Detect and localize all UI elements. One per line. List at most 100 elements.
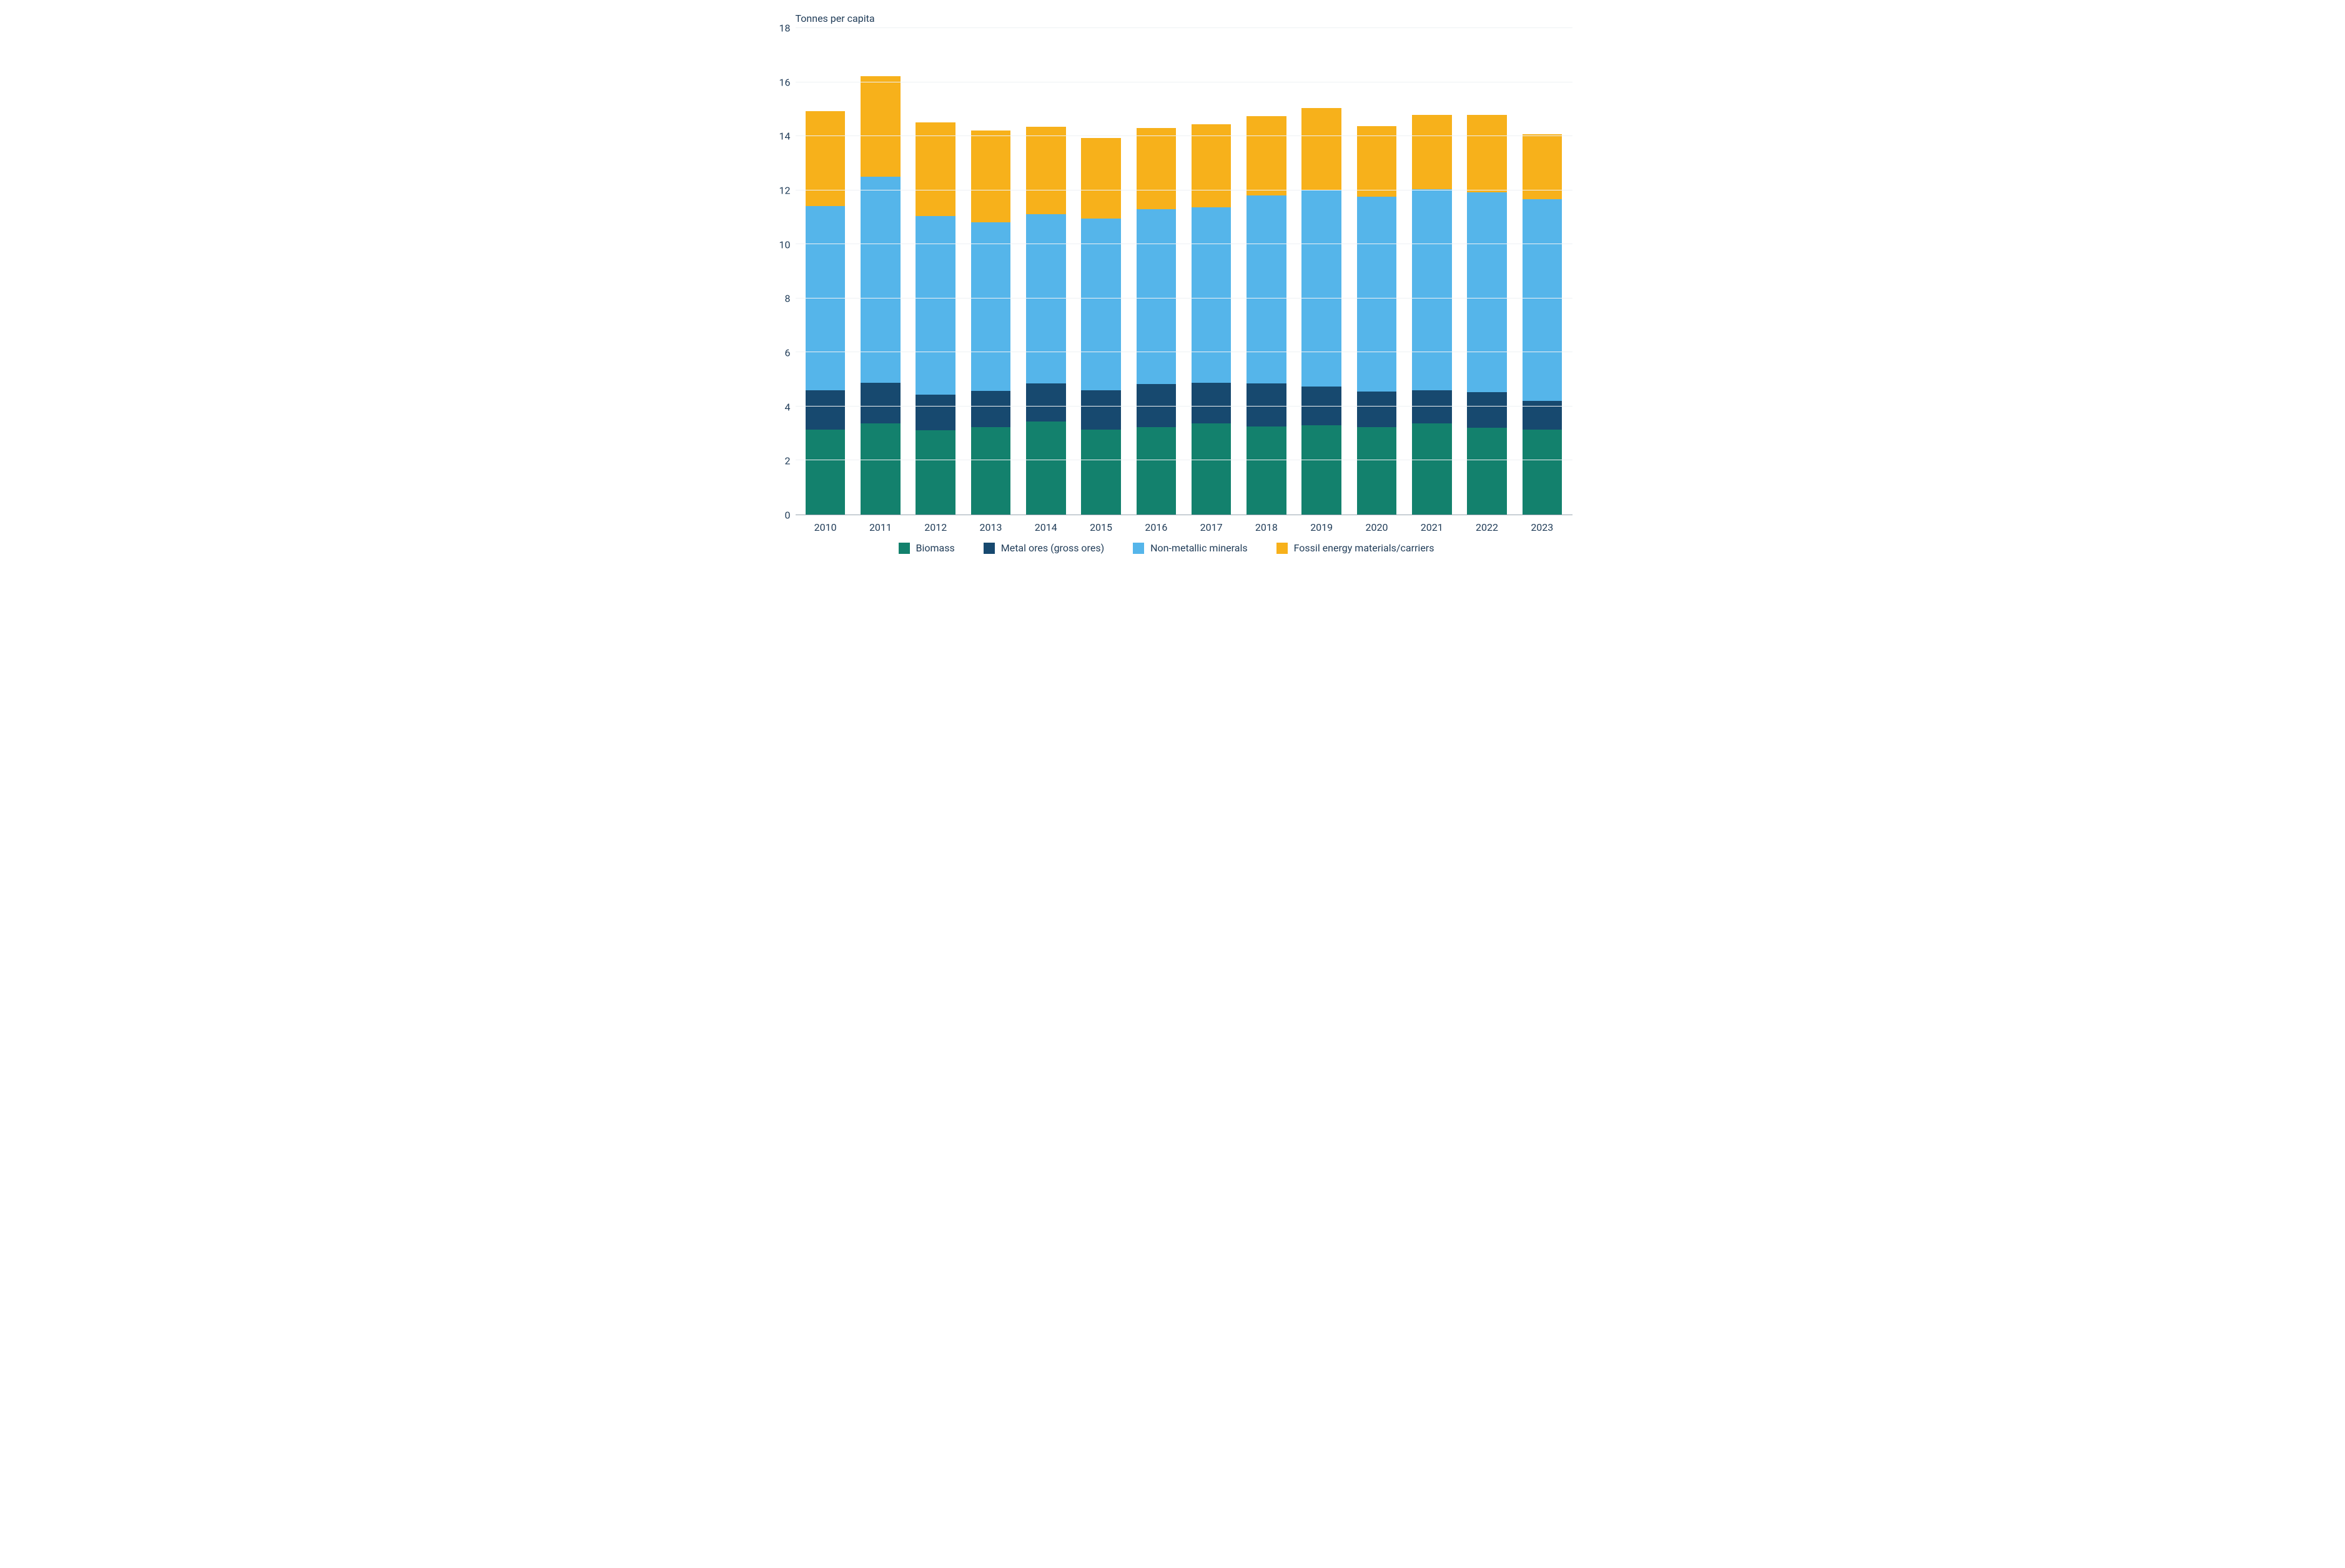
bar-segment-fossil — [1467, 115, 1507, 192]
bar-segment-non_metallic — [971, 222, 1011, 391]
bar-segment-metal_ores — [916, 395, 955, 430]
bar — [1357, 126, 1397, 515]
grid-line — [796, 406, 1572, 407]
x-tick-label: 2011 — [853, 521, 908, 533]
bar-segment-fossil — [916, 122, 955, 216]
x-tick-label: 2023 — [1514, 521, 1569, 533]
bar — [916, 122, 955, 515]
x-axis: 2010201120122013201420152016201720182019… — [796, 515, 1572, 533]
bar-segment-biomass — [1192, 423, 1232, 515]
bar-segment-metal_ores — [1467, 392, 1507, 428]
bar-segment-fossil — [1357, 126, 1397, 197]
legend-item-non_metallic: Non-metallic minerals — [1133, 542, 1247, 554]
bar-column — [1128, 28, 1183, 515]
x-tick-label: 2013 — [963, 521, 1018, 533]
bar-column — [1294, 28, 1349, 515]
bar-segment-biomass — [1026, 422, 1066, 515]
bar-segment-fossil — [806, 111, 846, 206]
bar-segment-fossil — [971, 131, 1011, 222]
bar-segment-metal_ores — [1523, 401, 1563, 430]
plot-row: 024681012141618 — [761, 28, 1572, 515]
bar-segment-metal_ores — [1247, 383, 1286, 426]
legend-swatch — [899, 543, 910, 554]
bar-column — [1074, 28, 1128, 515]
legend-label: Non-metallic minerals — [1150, 542, 1247, 554]
y-axis: 024681012141618 — [761, 28, 796, 515]
y-tick-label: 14 — [779, 131, 791, 142]
bar-segment-metal_ores — [1357, 392, 1397, 427]
bar-segment-metal_ores — [1412, 390, 1452, 423]
bar — [806, 111, 846, 515]
x-tick-label: 2022 — [1459, 521, 1514, 533]
stacked-bar-chart: Tonnes per capita 024681012141618 201020… — [761, 12, 1572, 554]
bar-column — [853, 28, 908, 515]
legend-swatch — [984, 543, 995, 554]
bar-segment-metal_ores — [1026, 383, 1066, 422]
bar-segment-biomass — [1523, 430, 1563, 515]
bar-column — [1405, 28, 1459, 515]
bar-column — [908, 28, 963, 515]
bar-segment-metal_ores — [1192, 383, 1232, 423]
bar-column — [1239, 28, 1294, 515]
bar — [861, 76, 901, 515]
bar-segment-fossil — [1247, 116, 1286, 195]
legend-label: Biomass — [916, 542, 955, 554]
bar-segment-non_metallic — [1467, 192, 1507, 392]
bar-column — [963, 28, 1018, 515]
bar-segment-biomass — [1467, 428, 1507, 515]
bar-segment-metal_ores — [1081, 390, 1121, 429]
bar-segment-fossil — [1026, 127, 1066, 214]
legend-swatch — [1276, 543, 1288, 554]
bar — [1026, 127, 1066, 515]
bar-segment-fossil — [1081, 138, 1121, 219]
bar-segment-non_metallic — [1192, 207, 1232, 383]
y-tick-label: 16 — [779, 76, 791, 88]
bar-segment-non_metallic — [1301, 190, 1341, 387]
bar-segment-non_metallic — [1026, 214, 1066, 383]
bar — [1301, 108, 1341, 515]
x-tick-label: 2018 — [1239, 521, 1294, 533]
bar-segment-biomass — [1357, 427, 1397, 515]
bar-segment-biomass — [1301, 425, 1341, 515]
bar — [1192, 124, 1232, 515]
x-tick-label: 2017 — [1183, 521, 1238, 533]
bar-segment-non_metallic — [1137, 209, 1177, 384]
legend-label: Metal ores (gross ores) — [1001, 542, 1104, 554]
bar-column — [1019, 28, 1074, 515]
bar-segment-non_metallic — [1081, 219, 1121, 390]
bar-segment-biomass — [1412, 423, 1452, 515]
bar-segment-metal_ores — [806, 390, 846, 429]
bar-column — [1183, 28, 1238, 515]
bars-container — [796, 28, 1572, 515]
bar-segment-biomass — [1137, 427, 1177, 515]
legend-item-fossil: Fossil energy materials/carriers — [1276, 542, 1434, 554]
legend-item-metal_ores: Metal ores (gross ores) — [984, 542, 1104, 554]
x-tick-label: 2021 — [1405, 521, 1459, 533]
y-tick-label: 0 — [785, 510, 791, 521]
bar-column — [798, 28, 853, 515]
bar-segment-biomass — [916, 430, 955, 515]
bar-segment-non_metallic — [1247, 195, 1286, 384]
bar-segment-biomass — [861, 423, 901, 515]
x-tick-label: 2014 — [1019, 521, 1074, 533]
y-tick-label: 2 — [785, 455, 791, 467]
legend-swatch — [1133, 543, 1144, 554]
bar-column — [1514, 28, 1569, 515]
bar-segment-biomass — [1247, 427, 1286, 515]
bar — [1412, 115, 1452, 515]
bar-segment-biomass — [971, 427, 1011, 515]
y-tick-label: 8 — [785, 293, 791, 305]
bar-column — [1349, 28, 1404, 515]
bar-segment-non_metallic — [1523, 199, 1563, 401]
plot-area — [796, 28, 1572, 515]
y-tick-label: 6 — [785, 347, 791, 359]
legend: Biomass Metal ores (gross ores) Non-metall… — [761, 542, 1572, 554]
x-tick-label: 2019 — [1294, 521, 1349, 533]
bar-segment-non_metallic — [1357, 197, 1397, 392]
bar-segment-biomass — [1081, 430, 1121, 515]
grid-line — [796, 27, 1572, 28]
bar — [1247, 116, 1286, 515]
bar-segment-biomass — [806, 430, 846, 515]
legend-label: Fossil energy materials/carriers — [1294, 542, 1434, 554]
bar-column — [1459, 28, 1514, 515]
